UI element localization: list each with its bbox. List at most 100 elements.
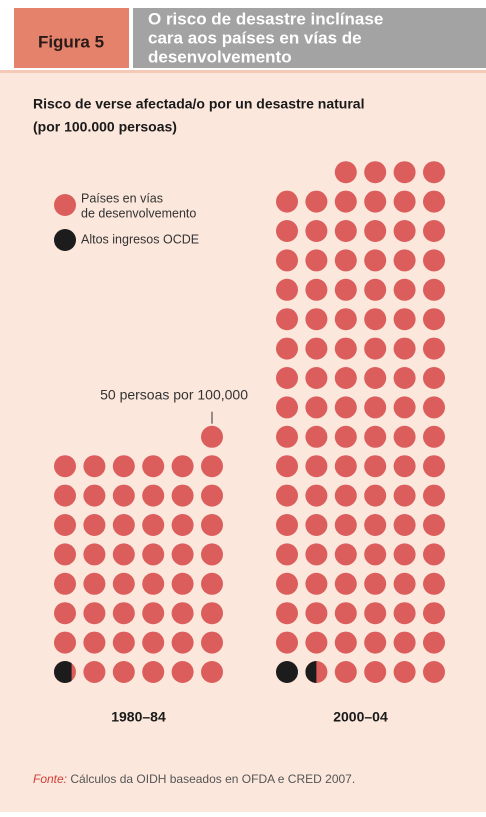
dot <box>393 190 416 213</box>
dot <box>54 455 76 478</box>
dot <box>276 602 298 625</box>
dot <box>142 514 165 536</box>
dot <box>83 455 106 478</box>
dot <box>364 337 387 360</box>
dot <box>201 425 223 448</box>
dot <box>334 543 357 566</box>
dot <box>171 514 194 536</box>
dot <box>423 425 445 448</box>
dot <box>423 308 445 331</box>
dot <box>423 161 445 184</box>
dot <box>171 602 194 625</box>
dot <box>334 455 357 478</box>
dot <box>393 308 416 331</box>
dot <box>334 308 357 331</box>
dot <box>112 484 135 507</box>
dot-part <box>54 661 72 683</box>
dot-part <box>305 661 317 683</box>
dot <box>201 543 223 566</box>
dot <box>276 543 298 566</box>
dot <box>54 631 76 654</box>
dot <box>171 543 194 566</box>
dot <box>305 543 328 566</box>
dot <box>54 543 76 566</box>
dot <box>83 543 106 566</box>
chart-title: Risco de verse afectada/o por un desastr… <box>33 96 364 112</box>
dot <box>423 249 445 272</box>
dot <box>334 367 357 389</box>
dot <box>364 514 387 536</box>
dot <box>112 455 135 478</box>
dot <box>276 661 298 683</box>
legend-swatch <box>54 194 76 216</box>
dot <box>276 220 298 242</box>
dot <box>393 484 416 507</box>
dot <box>305 572 328 595</box>
legend-label: Países en vías <box>81 191 163 205</box>
dot <box>112 543 135 566</box>
dot <box>112 631 135 654</box>
dot <box>364 425 387 448</box>
source-label: Fonte: <box>33 772 67 786</box>
dot <box>276 337 298 360</box>
dot <box>364 602 387 625</box>
dot <box>171 455 194 478</box>
dot <box>393 396 416 419</box>
dot <box>334 220 357 242</box>
dot <box>112 602 135 625</box>
dot <box>364 396 387 419</box>
dot <box>334 484 357 507</box>
dot <box>423 190 445 213</box>
dot <box>334 161 357 184</box>
dot <box>276 190 298 213</box>
dot <box>364 661 387 683</box>
dot <box>54 572 76 595</box>
dot <box>393 367 416 389</box>
dot <box>423 337 445 360</box>
dot <box>393 425 416 448</box>
dot <box>305 455 328 478</box>
dot <box>334 278 357 301</box>
dot <box>201 661 223 683</box>
dot <box>171 631 194 654</box>
dot <box>305 631 328 654</box>
category-label: 2000–04 <box>333 709 388 725</box>
dot <box>364 161 387 184</box>
dot <box>393 631 416 654</box>
dot <box>201 631 223 654</box>
dot <box>364 220 387 242</box>
title-box <box>133 8 486 68</box>
dot <box>305 190 328 213</box>
figure-title: desenvolvemento <box>148 47 292 66</box>
dot <box>393 337 416 360</box>
dot <box>334 661 357 683</box>
dot <box>423 543 445 566</box>
dot <box>83 514 106 536</box>
dot <box>364 367 387 389</box>
source-text: Cálculos da OIDH baseados en OFDA e CRED… <box>67 772 355 786</box>
dot <box>276 425 298 448</box>
dot <box>201 514 223 536</box>
dot <box>334 249 357 272</box>
dot <box>142 455 165 478</box>
dot <box>305 337 328 360</box>
dot <box>305 249 328 272</box>
dot <box>393 661 416 683</box>
dot <box>83 484 106 507</box>
source: Fonte: Cálculos da OIDH baseados en OFDA… <box>33 772 355 786</box>
dot <box>305 514 328 536</box>
dot <box>423 602 445 625</box>
dot <box>83 572 106 595</box>
dot <box>423 455 445 478</box>
dot <box>276 278 298 301</box>
dot <box>305 220 328 242</box>
dot <box>276 396 298 419</box>
dot <box>112 514 135 536</box>
dot <box>334 337 357 360</box>
dot <box>142 484 165 507</box>
dot <box>305 602 328 625</box>
label-box <box>14 8 129 68</box>
dot <box>83 602 106 625</box>
legend-label: de desenvolvemento <box>81 206 196 220</box>
dot <box>276 484 298 507</box>
